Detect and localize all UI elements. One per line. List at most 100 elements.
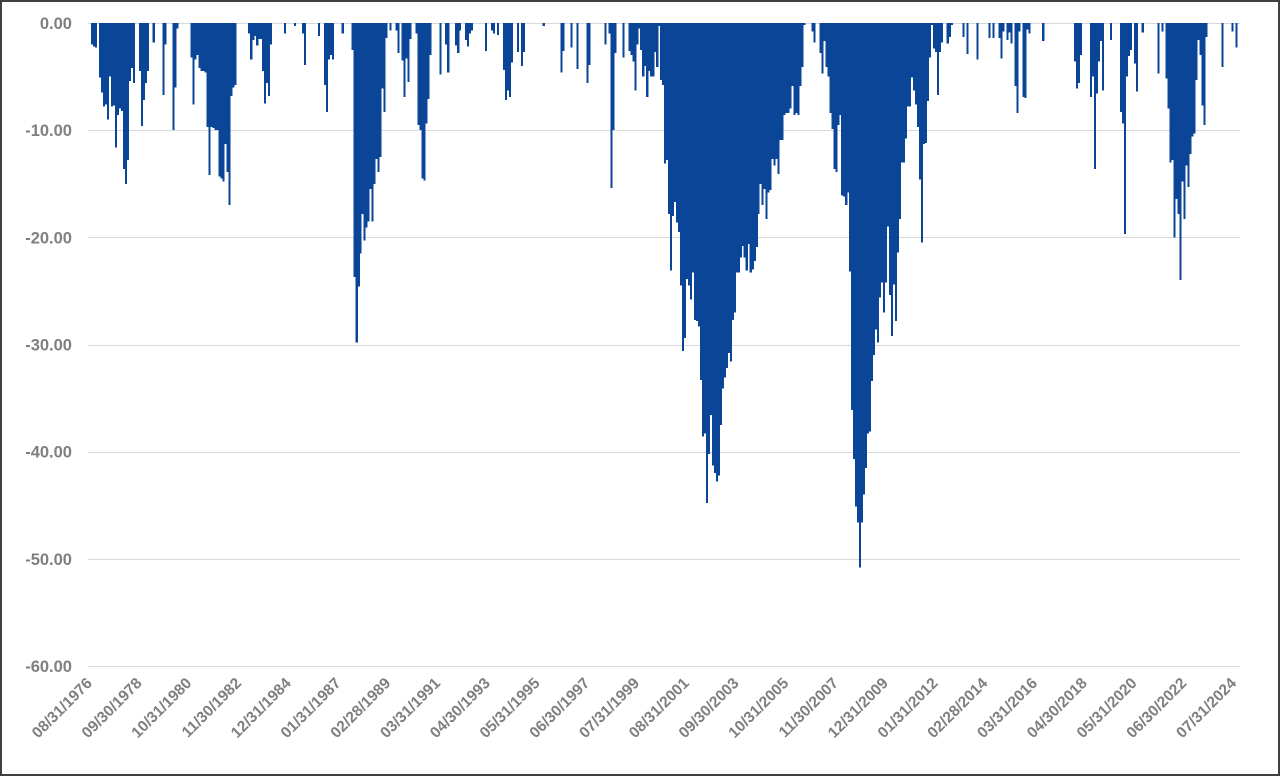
bar (863, 23, 866, 495)
bar (779, 23, 782, 140)
bar (821, 23, 824, 74)
bar (504, 23, 508, 101)
bar (1135, 23, 1138, 92)
bar (260, 23, 263, 40)
bar (761, 23, 764, 206)
bar (222, 23, 225, 182)
bar (1221, 23, 1224, 67)
bar (741, 23, 744, 246)
bar (144, 23, 147, 84)
y-tick-label: -60.00 (25, 658, 72, 676)
bar (351, 23, 354, 50)
bar (654, 23, 657, 52)
bar (1026, 23, 1029, 30)
bar (220, 23, 223, 179)
bar (976, 23, 979, 60)
bar (212, 23, 215, 129)
bar (140, 23, 143, 126)
bar (835, 23, 838, 172)
bar (192, 23, 195, 105)
bar (1195, 23, 1198, 80)
bar (717, 23, 720, 476)
bar (421, 23, 424, 179)
bar (202, 23, 205, 72)
bar (887, 23, 890, 227)
bar (520, 23, 523, 66)
bar (1042, 23, 1045, 42)
bar (1185, 23, 1188, 166)
bar (138, 23, 141, 72)
bar (371, 23, 374, 222)
bar (293, 23, 297, 27)
bar (423, 23, 426, 181)
bar (853, 23, 856, 460)
bar (254, 23, 257, 36)
bar (699, 23, 703, 380)
bar (1121, 23, 1124, 124)
bar (1169, 23, 1172, 163)
bar (922, 23, 925, 145)
bar (234, 23, 237, 86)
bar (892, 23, 896, 285)
bar (1089, 23, 1093, 97)
bar (91, 23, 94, 45)
bar (329, 23, 332, 56)
bar (429, 23, 432, 56)
bar (1167, 23, 1170, 109)
bar (795, 23, 798, 114)
bar (871, 23, 874, 381)
bar (216, 23, 219, 131)
bar (1191, 23, 1194, 137)
bar (1101, 23, 1105, 91)
bar (106, 23, 110, 120)
bar (650, 23, 653, 77)
bar (867, 23, 870, 434)
bar (427, 23, 430, 100)
bar (801, 23, 804, 67)
bar (588, 23, 591, 65)
bar (1123, 23, 1126, 235)
bar (1006, 23, 1009, 41)
bar (610, 23, 613, 189)
bar (697, 23, 701, 327)
bar (375, 23, 378, 160)
bar (1076, 23, 1079, 89)
bar (122, 23, 125, 169)
bar (851, 23, 854, 410)
bar (636, 23, 639, 45)
bar (819, 23, 822, 54)
bar (190, 23, 193, 58)
bar (638, 23, 641, 29)
bar (1018, 23, 1021, 32)
bar (912, 23, 915, 91)
bar (1095, 23, 1099, 94)
bar (1129, 23, 1132, 50)
bar (793, 23, 796, 116)
bar (1024, 23, 1027, 99)
bar (258, 23, 261, 40)
bar (397, 23, 400, 54)
bar (664, 23, 667, 164)
y-tick-label: 0.00 (40, 15, 72, 33)
bar (656, 23, 659, 67)
bar (1093, 23, 1097, 169)
bar (403, 23, 406, 97)
bar (926, 23, 929, 102)
bar (998, 23, 1001, 38)
bar (745, 23, 748, 271)
bar (787, 23, 790, 114)
bar (861, 23, 864, 523)
bar (757, 23, 760, 214)
bar (837, 23, 840, 125)
bar (228, 23, 231, 206)
bar (731, 23, 734, 320)
bar (152, 23, 155, 43)
bar (224, 23, 227, 145)
bar (130, 23, 133, 69)
bar (385, 23, 388, 38)
bar (906, 23, 909, 107)
y-tick-label: -10.00 (25, 122, 72, 140)
bar (146, 23, 149, 72)
bar (1171, 23, 1174, 161)
bar (363, 23, 366, 241)
